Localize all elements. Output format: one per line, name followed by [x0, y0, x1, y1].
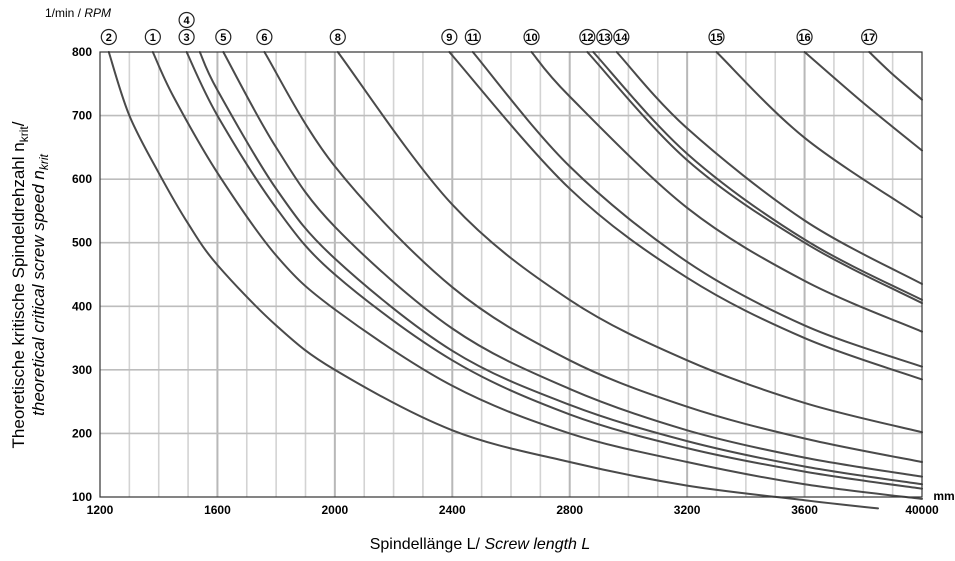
series-marker-label-5: 5	[220, 32, 226, 44]
series-marker-label-6: 6	[261, 32, 267, 44]
series-marker-label-16: 16	[798, 32, 810, 44]
series-line-5	[222, 51, 923, 478]
series-line-3	[185, 51, 923, 490]
series-marker-label-9: 9	[446, 32, 452, 44]
x-tick-label: 1600	[204, 503, 231, 517]
series-marker-circle-4	[178, 11, 195, 29]
x-tick-label: 40000	[905, 503, 939, 517]
series-line-14	[615, 51, 923, 285]
series-line-9	[448, 51, 923, 381]
series-marker-circle-17	[861, 28, 878, 46]
series-line-2	[107, 51, 879, 510]
series-marker-label-8: 8	[335, 32, 341, 44]
series-line-1	[151, 51, 923, 500]
y-unit-label-rpm: RPM	[84, 6, 111, 20]
y-axis-label-german-sub: krit	[17, 126, 31, 143]
series-marker-label-10: 10	[525, 32, 537, 44]
y-axis-label-english: theoretical critical screw speed nkrit	[29, 154, 51, 416]
series-marker-circle-15	[708, 28, 725, 46]
series-lines	[107, 51, 923, 510]
series-line-15	[715, 51, 923, 219]
y-axis-label-english-sub: krit	[37, 154, 51, 171]
series-marker-circle-14	[613, 28, 630, 46]
x-tick-label: 3200	[674, 503, 701, 517]
series-markers: 2 1 345 6 8 9 11 10 12 13 14 15 16 17	[100, 11, 878, 46]
series-line-8	[336, 51, 923, 434]
x-tick-label: 1200	[87, 503, 114, 517]
plot-frame	[99, 51, 923, 498]
y-tick-label: 200	[72, 426, 92, 440]
series-marker-circle-8	[329, 28, 346, 46]
series-marker-circle-6	[256, 28, 273, 46]
series-marker-circle-12	[579, 28, 596, 46]
series-line-17	[868, 51, 923, 101]
series-line-10	[530, 51, 923, 333]
series-line-16	[803, 51, 923, 152]
series-marker-circle-5	[215, 28, 232, 46]
x-axis-label-german: Spindellänge L/	[370, 536, 485, 553]
series-marker-label-13: 13	[598, 32, 610, 44]
series-line-6	[263, 51, 923, 463]
y-unit-label-text: 1/min /	[45, 6, 84, 20]
y-tick-label: 700	[72, 109, 92, 123]
series-marker-label-17: 17	[863, 32, 875, 44]
series-marker-label-14: 14	[615, 32, 628, 44]
x-tick-label: 3600	[791, 503, 818, 517]
series-marker-label-12: 12	[581, 32, 593, 44]
series-marker-label-15: 15	[710, 32, 722, 44]
y-axis-label-german: Theoretische kritische Spindeldrehzahl n…	[9, 121, 31, 448]
grid	[100, 52, 922, 497]
x-tick-label: 2800	[556, 503, 583, 517]
y-tick-labels: 100 200 300 400 500 600 700 800	[72, 45, 92, 504]
series-line-12	[586, 51, 923, 305]
series-marker-label-3: 3	[184, 32, 190, 44]
series-marker-circle-13	[596, 28, 613, 46]
x-unit-label: mm	[933, 489, 954, 503]
series-marker-label-2: 2	[106, 32, 112, 44]
series-marker-circle-10	[523, 28, 540, 46]
series-marker-circle-2	[100, 28, 117, 46]
series-marker-label-1: 1	[150, 32, 156, 44]
y-tick-label: 100	[72, 490, 92, 504]
series-marker-label-11: 11	[467, 32, 479, 44]
series-line-4	[198, 51, 923, 486]
y-axis-label-german-suffix: /	[9, 121, 28, 126]
y-tick-label: 500	[72, 236, 92, 250]
x-axis-label-english: Screw length L	[484, 536, 590, 553]
y-tick-label: 600	[72, 172, 92, 186]
y-axis-label-english-text: theoretical critical screw speed n	[29, 170, 48, 416]
series-marker-circle-16	[796, 28, 813, 46]
y-tick-label: 800	[72, 45, 92, 59]
series-line-13	[592, 51, 923, 301]
series-marker-circle-3	[178, 28, 195, 46]
x-tick-labels: 1200 1600 2000 2400 2800 3200 3600 40000	[87, 503, 939, 517]
series-line-11	[471, 51, 923, 368]
series-marker-circle-1	[144, 28, 161, 46]
y-tick-label: 400	[72, 299, 92, 313]
y-axis-label-german-text: Theoretische kritische Spindeldrehzahl n	[9, 142, 28, 448]
y-tick-label: 300	[72, 363, 92, 377]
x-axis-label: Spindellänge L/ Screw length L	[370, 536, 591, 553]
x-tick-label: 2400	[439, 503, 466, 517]
x-tick-label: 2000	[322, 503, 349, 517]
series-marker-circle-11	[464, 28, 481, 46]
series-marker-label-4: 4	[184, 15, 191, 27]
y-unit-label: 1/min / RPM	[45, 6, 111, 20]
series-marker-circle-9	[441, 28, 458, 46]
